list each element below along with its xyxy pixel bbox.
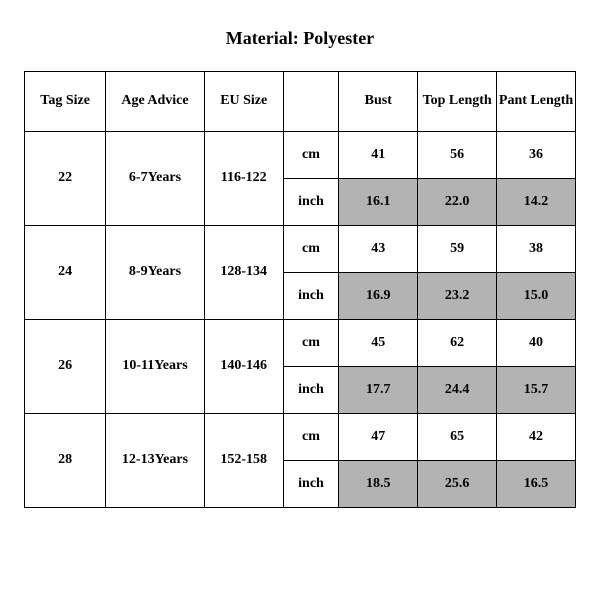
table-row: 28 12-13Years 152-158 cm 47 65 42	[25, 414, 576, 461]
cell-top-cm: 65	[418, 414, 497, 461]
col-age-advice: Age Advice	[106, 72, 205, 132]
cell-pant-inch: 16.5	[497, 461, 576, 508]
cell-tag-size: 28	[25, 414, 106, 508]
table-row: 22 6-7Years 116-122 cm 41 56 36	[25, 132, 576, 179]
cell-bust-cm: 47	[339, 414, 418, 461]
cell-pant-cm: 36	[497, 132, 576, 179]
cell-age-advice: 12-13Years	[106, 414, 205, 508]
cell-tag-size: 24	[25, 226, 106, 320]
cell-unit-cm: cm	[283, 132, 339, 179]
cell-tag-size: 26	[25, 320, 106, 414]
cell-bust-cm: 45	[339, 320, 418, 367]
cell-bust-inch: 18.5	[339, 461, 418, 508]
cell-pant-cm: 42	[497, 414, 576, 461]
cell-pant-inch: 15.0	[497, 273, 576, 320]
table-row: 26 10-11Years 140-146 cm 45 62 40	[25, 320, 576, 367]
cell-eu-size: 140-146	[204, 320, 283, 414]
cell-eu-size: 128-134	[204, 226, 283, 320]
cell-eu-size: 116-122	[204, 132, 283, 226]
cell-unit-cm: cm	[283, 226, 339, 273]
cell-bust-inch: 16.9	[339, 273, 418, 320]
cell-unit-cm: cm	[283, 414, 339, 461]
col-unit	[283, 72, 339, 132]
table-header-row: Tag Size Age Advice EU Size Bust Top Len…	[25, 72, 576, 132]
cell-unit-cm: cm	[283, 320, 339, 367]
cell-top-cm: 62	[418, 320, 497, 367]
cell-bust-inch: 17.7	[339, 367, 418, 414]
col-pant-length: Pant Length	[497, 72, 576, 132]
cell-unit-inch: inch	[283, 461, 339, 508]
size-chart: Material: Polyester Tag Size Age Advice …	[0, 0, 600, 600]
cell-bust-cm: 43	[339, 226, 418, 273]
cell-top-cm: 56	[418, 132, 497, 179]
cell-pant-cm: 40	[497, 320, 576, 367]
col-tag-size: Tag Size	[25, 72, 106, 132]
cell-age-advice: 10-11Years	[106, 320, 205, 414]
cell-tag-size: 22	[25, 132, 106, 226]
cell-top-inch: 25.6	[418, 461, 497, 508]
cell-pant-cm: 38	[497, 226, 576, 273]
col-top-length: Top Length	[418, 72, 497, 132]
size-table: Tag Size Age Advice EU Size Bust Top Len…	[24, 71, 576, 508]
cell-pant-inch: 14.2	[497, 179, 576, 226]
col-bust: Bust	[339, 72, 418, 132]
cell-unit-inch: inch	[283, 179, 339, 226]
cell-bust-inch: 16.1	[339, 179, 418, 226]
cell-age-advice: 8-9Years	[106, 226, 205, 320]
page-title: Material: Polyester	[24, 10, 576, 71]
cell-eu-size: 152-158	[204, 414, 283, 508]
cell-top-inch: 22.0	[418, 179, 497, 226]
cell-pant-inch: 15.7	[497, 367, 576, 414]
table-row: 24 8-9Years 128-134 cm 43 59 38	[25, 226, 576, 273]
cell-top-inch: 24.4	[418, 367, 497, 414]
cell-top-inch: 23.2	[418, 273, 497, 320]
cell-unit-inch: inch	[283, 367, 339, 414]
cell-bust-cm: 41	[339, 132, 418, 179]
col-eu-size: EU Size	[204, 72, 283, 132]
cell-top-cm: 59	[418, 226, 497, 273]
cell-age-advice: 6-7Years	[106, 132, 205, 226]
cell-unit-inch: inch	[283, 273, 339, 320]
